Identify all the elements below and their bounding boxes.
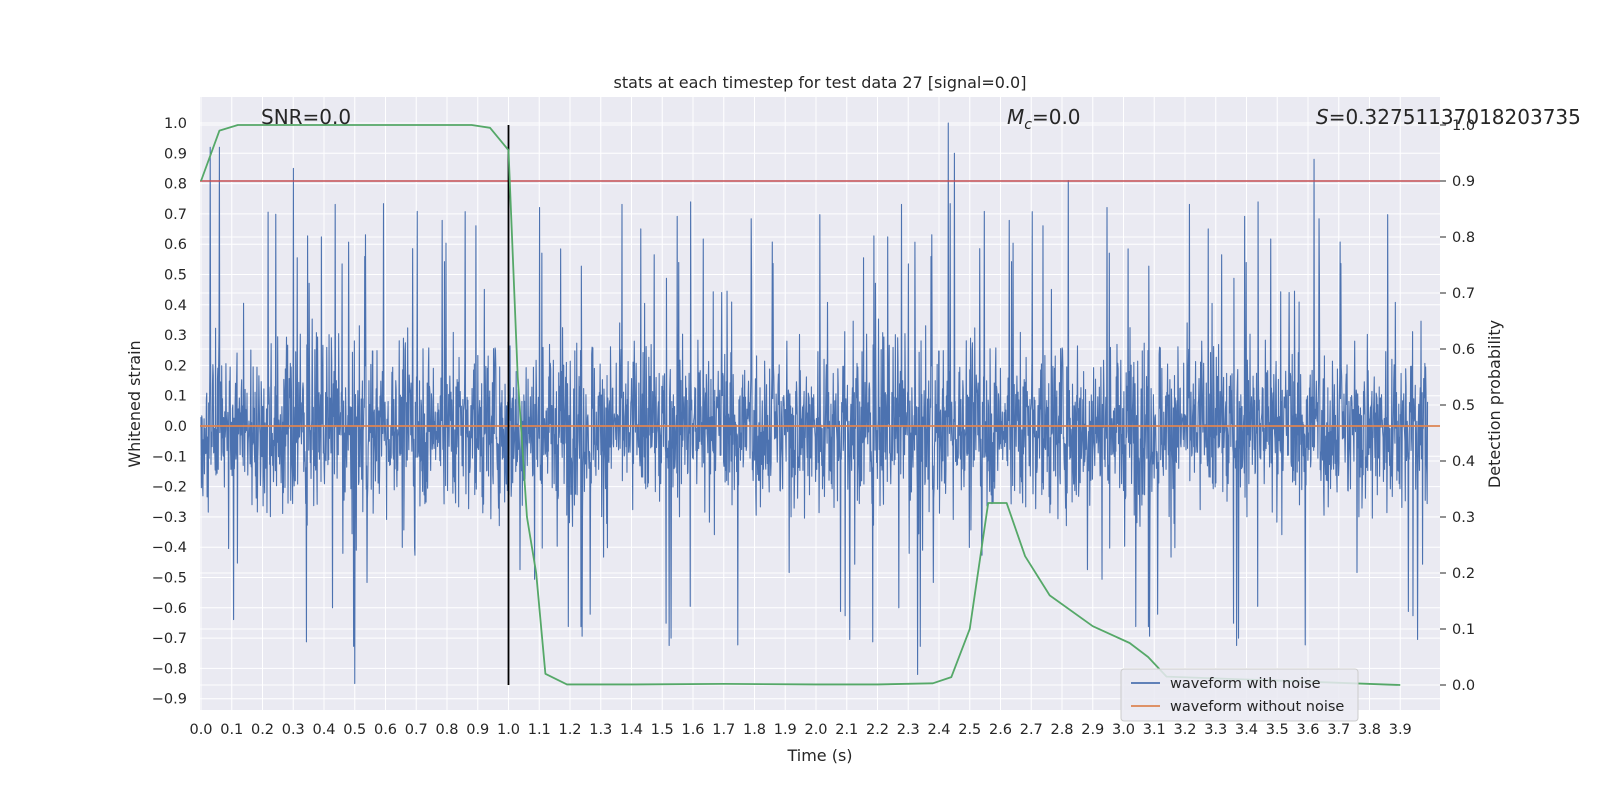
x-tick-label: 2.7 bbox=[1020, 722, 1043, 738]
chart-title: stats at each timestep for test data 27 … bbox=[614, 73, 1027, 92]
legend: waveform with noise waveform without noi… bbox=[1120, 668, 1359, 722]
x-tick-label: 3.4 bbox=[1235, 722, 1258, 738]
series-waveform-with-noise bbox=[200, 122, 1429, 685]
x-tick-label: 1.8 bbox=[743, 722, 766, 738]
y2-axis-label: Detection probability bbox=[1485, 320, 1504, 488]
x-tick-label: 2.6 bbox=[989, 722, 1012, 738]
x-tick-label: 2.4 bbox=[927, 722, 950, 738]
x-tick-label: 1.0 bbox=[497, 722, 520, 738]
y-tick-label: 0.7 bbox=[164, 207, 187, 223]
x-tick-label: 0.6 bbox=[374, 722, 397, 738]
y-tick-label: 1.0 bbox=[164, 116, 187, 132]
x-tick-label: 0.4 bbox=[312, 722, 335, 738]
x-tick-label: 0.2 bbox=[251, 722, 274, 738]
x-tick-label: 0.0 bbox=[189, 722, 212, 738]
x-tick-label: 2.5 bbox=[958, 722, 981, 738]
x-tick-label: 3.2 bbox=[1173, 722, 1196, 738]
y-tick-label: −0.3 bbox=[152, 510, 187, 526]
x-tick-label: 3.9 bbox=[1389, 722, 1412, 738]
legend-box bbox=[1120, 668, 1359, 722]
x-tick-label: 1.7 bbox=[712, 722, 735, 738]
y-tick-label: 0.9 bbox=[164, 146, 187, 162]
y2-tick-label: 0.3 bbox=[1452, 510, 1475, 526]
x-axis-label: Time (s) bbox=[786, 746, 852, 765]
x-tick-label: 0.7 bbox=[405, 722, 428, 738]
x-tick-label: 0.9 bbox=[466, 722, 489, 738]
y-tick-label: −0.2 bbox=[152, 480, 187, 496]
x-tick-label: 3.7 bbox=[1327, 722, 1350, 738]
y-axis-label: Whitened strain bbox=[125, 340, 144, 467]
x-tick-label: 3.5 bbox=[1266, 722, 1289, 738]
x-tick-label: 1.3 bbox=[589, 722, 612, 738]
overlay-lines bbox=[200, 124, 1440, 686]
y-tick-label: 0.2 bbox=[164, 358, 187, 374]
y-tick-label: −0.6 bbox=[152, 601, 187, 617]
x-tick-label: 2.9 bbox=[1081, 722, 1104, 738]
y-tick-label: 0.6 bbox=[164, 237, 187, 253]
y-tick-label: 0.4 bbox=[164, 298, 187, 314]
detection-probability-line bbox=[200, 124, 1401, 686]
y2-tick-label: 1.0 bbox=[1452, 118, 1475, 134]
y-tick-label: −0.4 bbox=[152, 540, 187, 556]
x-tick-label: 0.8 bbox=[435, 722, 458, 738]
x-tick-label: 1.9 bbox=[774, 722, 797, 738]
x-tick-label: 3.1 bbox=[1143, 722, 1166, 738]
y-tick-label: −0.1 bbox=[152, 449, 187, 465]
s-symbol: S bbox=[1316, 105, 1329, 129]
x-tick-label: 1.1 bbox=[528, 722, 551, 738]
y-tick-label: −0.9 bbox=[152, 692, 187, 708]
x-tick-label: 0.5 bbox=[343, 722, 366, 738]
s-value: =0.32751137018203735 bbox=[1329, 105, 1581, 129]
x-tick-label: 2.0 bbox=[804, 722, 827, 738]
x-tick-label: 1.5 bbox=[651, 722, 674, 738]
x-tick-label: 3.8 bbox=[1358, 722, 1381, 738]
legend-label-clean: waveform without noise bbox=[1170, 699, 1344, 715]
x-tick-label: 3.6 bbox=[1296, 722, 1319, 738]
axis-ticks: 0.0 0.1 0.2 0.3 0.4 0.5 0.6 0.7 0.8 0.9 1.0 1.1 1.2 1… bbox=[152, 116, 1475, 738]
mc-value: =0.0 bbox=[1032, 105, 1081, 129]
legend-label-noise: waveform with noise bbox=[1170, 676, 1321, 692]
y2-tick-label: 0.1 bbox=[1452, 622, 1475, 638]
x-tick-label: 2.3 bbox=[897, 722, 920, 738]
x-tick-label: 2.2 bbox=[866, 722, 889, 738]
mc-subscript: c bbox=[1024, 117, 1032, 133]
y2-tick-label: 0.5 bbox=[1452, 398, 1475, 414]
y-tick-label: 0.3 bbox=[164, 328, 187, 344]
y2-tick-label: 0.6 bbox=[1452, 342, 1475, 358]
y-tick-label: −0.7 bbox=[152, 631, 187, 647]
noise-waveform-line bbox=[200, 122, 1429, 685]
y2-tick-label: 0.7 bbox=[1452, 286, 1475, 302]
x-tick-label: 0.3 bbox=[282, 722, 305, 738]
x-tick-label: 1.6 bbox=[681, 722, 704, 738]
x-tick-label: 3.3 bbox=[1204, 722, 1227, 738]
y-tick-label: −0.5 bbox=[152, 571, 187, 587]
y2-tick-label: 0.4 bbox=[1452, 454, 1475, 470]
mc-annotation: Mc=0.0 bbox=[1007, 105, 1081, 133]
y2-tick-label: 0.8 bbox=[1452, 230, 1475, 246]
x-tick-label: 2.8 bbox=[1050, 722, 1073, 738]
y2-tick-label: 0.2 bbox=[1452, 566, 1475, 582]
y2-tick-label: 0.0 bbox=[1452, 678, 1475, 694]
x-tick-label: 1.2 bbox=[558, 722, 581, 738]
x-tick-label: 2.1 bbox=[835, 722, 858, 738]
snr-annotation: SNR=0.0 bbox=[261, 105, 351, 129]
y-tick-label: 0.0 bbox=[164, 419, 187, 435]
y-tick-label: 0.5 bbox=[164, 268, 187, 284]
x-tick-label: 3.0 bbox=[1112, 722, 1135, 738]
x-tick-label: 0.1 bbox=[220, 722, 243, 738]
s-annotation: S=0.32751137018203735 bbox=[1316, 105, 1581, 129]
x-tick-label: 1.4 bbox=[620, 722, 643, 738]
y2-tick-label: 0.9 bbox=[1452, 174, 1475, 190]
y-tick-label: −0.8 bbox=[152, 661, 187, 677]
mc-symbol: M bbox=[1007, 105, 1024, 129]
y-tick-label: 0.8 bbox=[164, 177, 187, 193]
y-tick-label: 0.1 bbox=[164, 389, 187, 405]
